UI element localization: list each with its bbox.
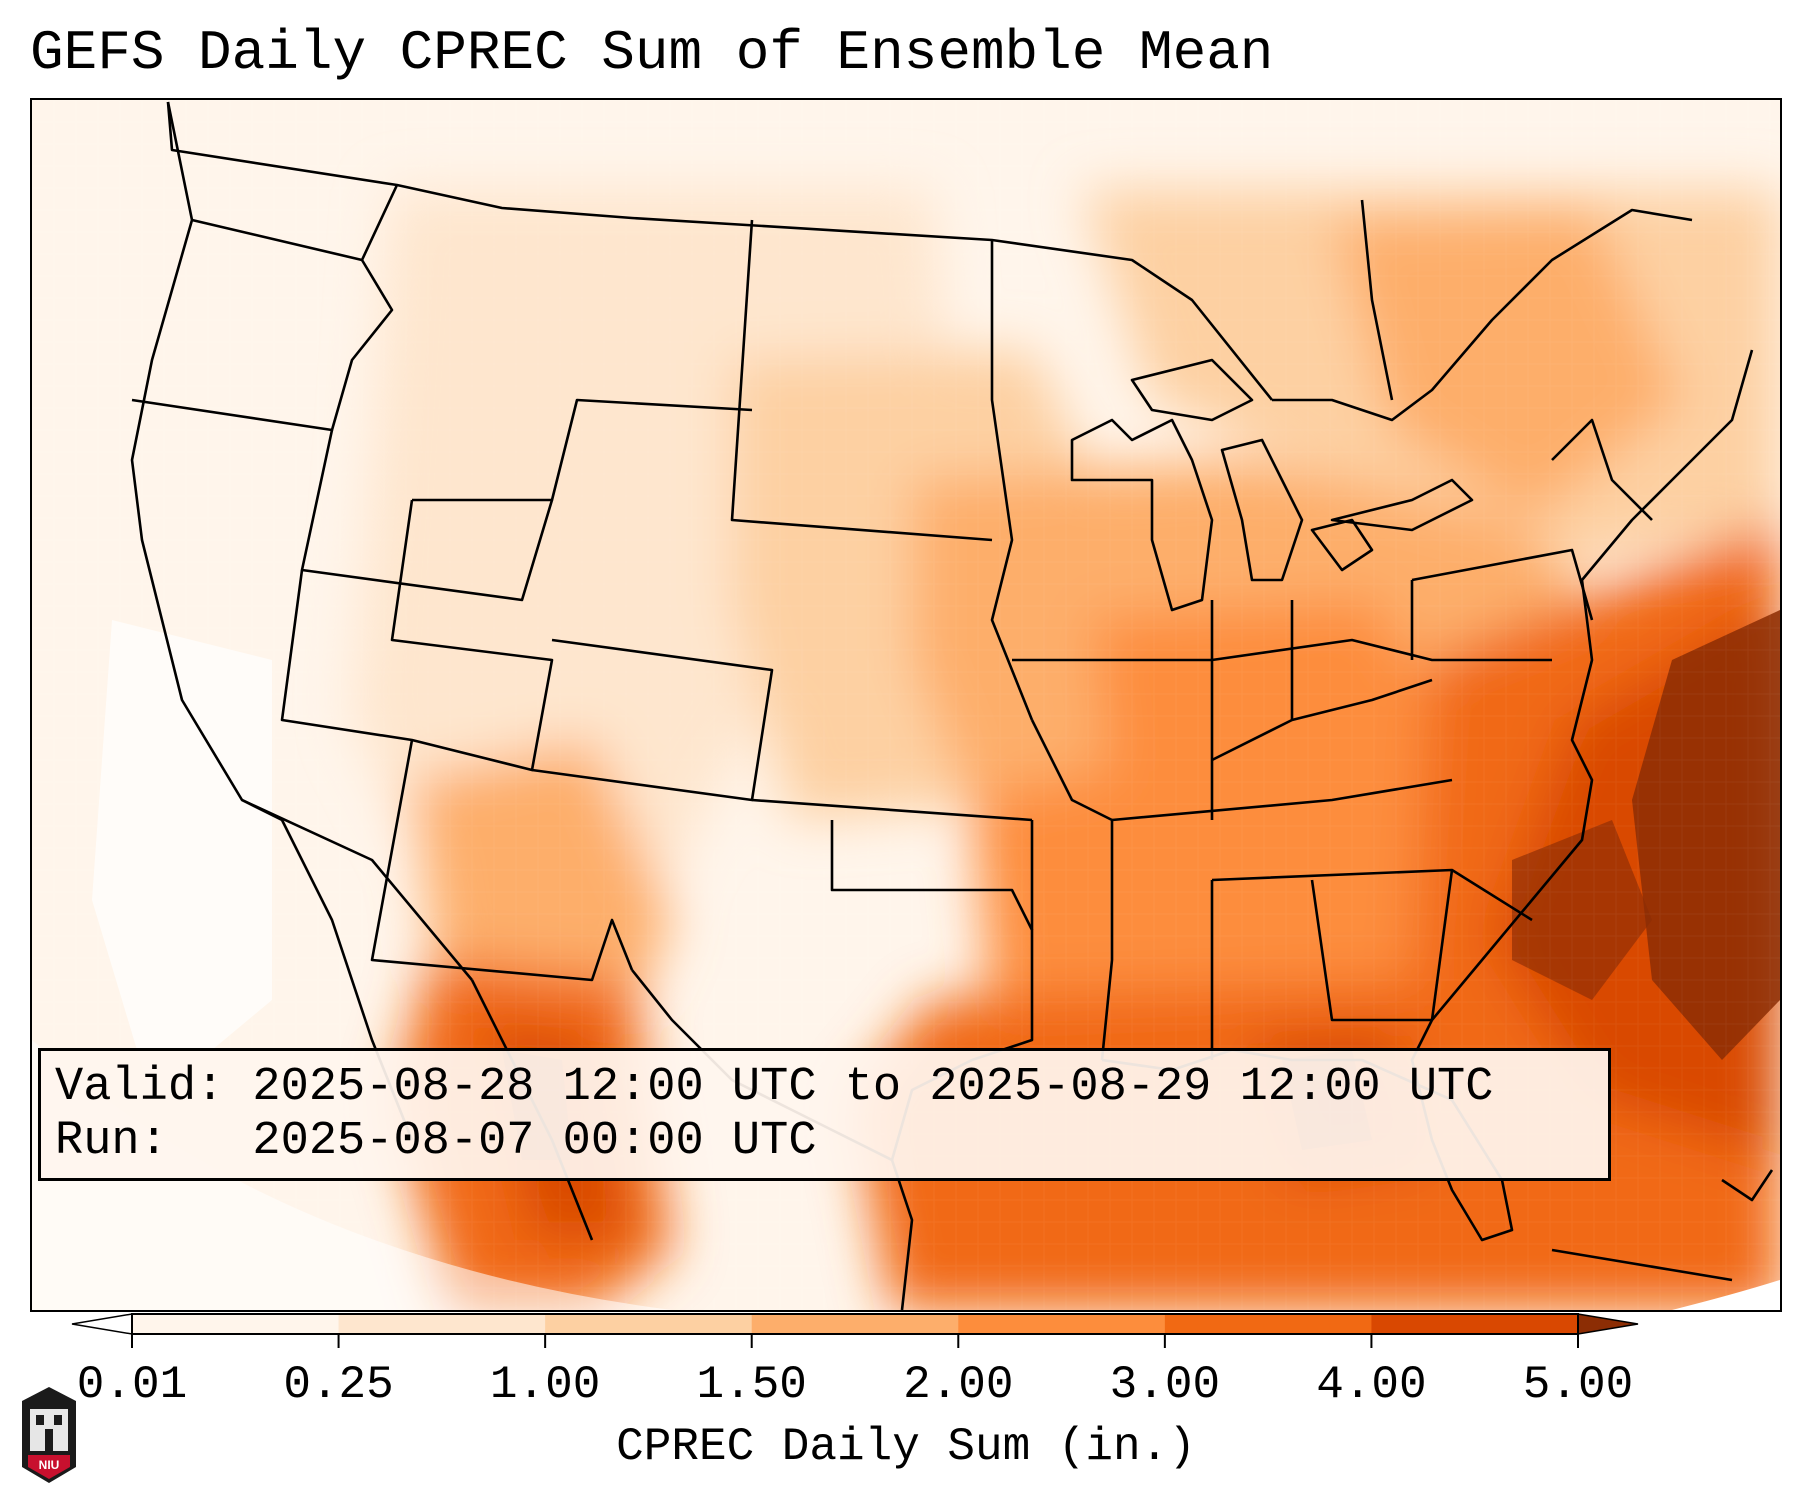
colorbar-tick-label: 4.00 [1316, 1359, 1427, 1411]
colorbar-segment [545, 1314, 753, 1334]
boundary-lines [130, 101, 1774, 1310]
colorbar-segment [958, 1314, 1166, 1334]
colorbar-tick-label: 3.00 [1109, 1359, 1221, 1411]
valid-time-line: Valid: 2025-08-28 12:00 UTC to 2025-08-2… [55, 1061, 1494, 1114]
colorbar-tick-label: 0.01 [76, 1359, 188, 1411]
colorbar-tick-label: 5.00 [1522, 1359, 1634, 1411]
colorbar-extend-low [71, 1313, 133, 1335]
colorbar-tick-label: 0.25 [283, 1359, 394, 1411]
colorbar-outline [131, 1313, 1579, 1335]
colorbar-title: CPREC Daily Sum (in.) [616, 1421, 1196, 1473]
run-time-line: Run: 2025-08-07 00:00 UTC [55, 1115, 817, 1168]
colorbar-tick-label: 1.00 [489, 1359, 601, 1411]
niu-logo: NIU [22, 1387, 76, 1483]
colorbar-segment [1164, 1314, 1372, 1334]
colorbar-tick-label: 2.00 [903, 1359, 1014, 1411]
map-title: GEFS Daily CPREC Sum of Ensemble Mean [30, 21, 1274, 85]
colorbar-tick-label: 1.50 [696, 1359, 807, 1411]
svg-text:NIU: NIU [39, 1458, 60, 1472]
valid-time-box: Valid: 2025-08-28 12:00 UTC to 2025-08-2… [38, 1048, 1611, 1181]
colorbar-segment [338, 1314, 546, 1334]
colorbar [71, 1313, 1639, 1348]
colorbar-segment [1371, 1314, 1579, 1334]
colorbar-segment [132, 1314, 340, 1334]
colorbar-segment [751, 1314, 959, 1334]
colorbar-extend-high [1577, 1313, 1639, 1335]
